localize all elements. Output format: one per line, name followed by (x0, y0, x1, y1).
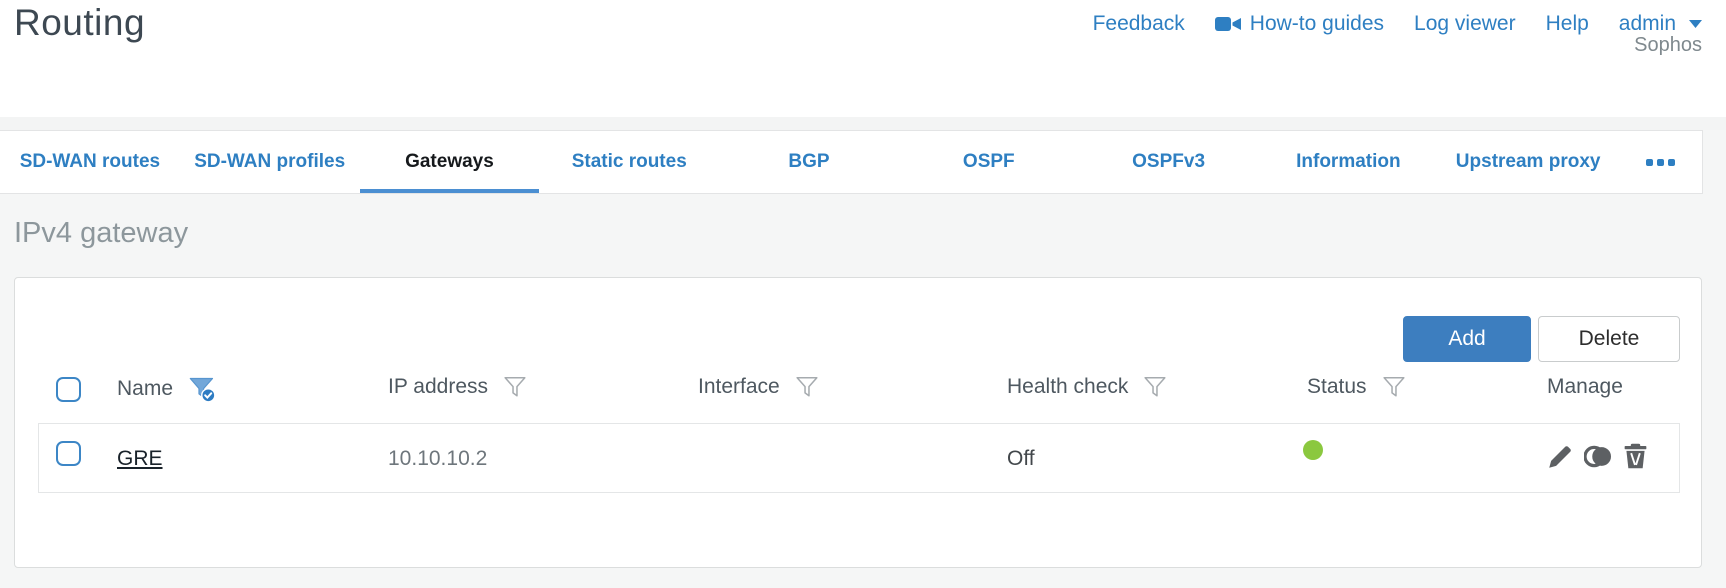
filter-icon[interactable] (1382, 375, 1406, 399)
column-header-name: Name (117, 375, 216, 403)
column-header-health-check: Health check (1007, 375, 1167, 399)
feedback-label: Feedback (1092, 12, 1185, 35)
page-header (0, 0, 1726, 117)
more-tabs-button[interactable] (1618, 131, 1702, 193)
column-label: IP address (388, 375, 489, 398)
log-viewer-link[interactable]: Log viewer (1414, 12, 1516, 36)
add-button[interactable]: Add (1403, 316, 1531, 362)
chevron-down-icon (1689, 20, 1702, 28)
trash-icon[interactable] (1624, 443, 1647, 469)
log-viewer-label: Log viewer (1414, 12, 1516, 35)
clone-icon[interactable] (1584, 444, 1613, 469)
column-header-manage: Manage (1547, 375, 1623, 399)
column-header-interface: Interface (698, 375, 819, 399)
delete-button[interactable]: Delete (1538, 316, 1680, 362)
tab-ospfv3[interactable]: OSPFv3 (1132, 150, 1206, 172)
ellipsis-icon (1667, 158, 1675, 166)
routing-tabbar: SD-WAN routes SD-WAN profiles Gateways S… (0, 130, 1703, 194)
user-menu[interactable]: admin (1619, 12, 1702, 36)
manage-actions (1548, 443, 1647, 469)
ellipsis-icon (1645, 158, 1653, 166)
status-dot (1303, 440, 1323, 460)
column-label: Name (117, 377, 174, 400)
help-link[interactable]: Help (1546, 12, 1589, 36)
tab-ospf[interactable]: OSPF (962, 150, 1015, 172)
page-title: Routing (14, 2, 146, 43)
table-rows-container (38, 423, 1680, 493)
tab-sdwan-profiles[interactable]: SD-WAN profiles (194, 150, 346, 172)
header-divider (0, 117, 1726, 130)
top-navigation: Feedback How-to guides Log viewer Help a… (1093, 12, 1702, 36)
column-header-ip-address: IP address (388, 375, 527, 399)
gateway-name-link[interactable]: GRE (117, 447, 163, 470)
filter-icon[interactable] (503, 375, 527, 399)
row-checkbox[interactable] (56, 441, 81, 466)
column-header-status: Status (1307, 375, 1406, 399)
column-label: Health check (1007, 375, 1129, 398)
tab-information[interactable]: Information (1296, 150, 1401, 172)
tab-sdwan-routes[interactable]: SD-WAN routes (19, 150, 161, 172)
section-heading: IPv4 gateway (14, 217, 189, 249)
column-label: Interface (698, 375, 780, 398)
user-label: admin (1618, 12, 1676, 35)
howto-guides-label: How-to guides (1249, 12, 1385, 35)
feedback-link[interactable]: Feedback (1093, 12, 1185, 36)
video-camera-icon (1214, 17, 1241, 31)
filter-active-icon[interactable] (188, 375, 216, 403)
edit-pencil-icon[interactable] (1548, 444, 1573, 469)
help-label: Help (1545, 12, 1589, 35)
select-all-checkbox[interactable] (56, 377, 81, 402)
ellipsis-icon (1656, 158, 1664, 166)
tab-bgp[interactable]: BGP (788, 150, 830, 172)
tab-upstream-proxy[interactable]: Upstream proxy (1455, 150, 1601, 172)
tab-static-routes[interactable]: Static routes (571, 150, 687, 172)
tab-gateways[interactable]: Gateways (359, 131, 540, 193)
gateway-health-check: Off (1007, 447, 1035, 470)
column-label: Status (1307, 375, 1367, 398)
filter-icon[interactable] (795, 375, 819, 399)
brand-label: Sophos (1634, 34, 1702, 56)
column-label: Manage (1547, 375, 1623, 398)
gateway-ip-address: 10.10.10.2 (388, 447, 488, 470)
howto-guides-link[interactable]: How-to guides (1214, 12, 1385, 36)
filter-icon[interactable] (1143, 375, 1167, 399)
